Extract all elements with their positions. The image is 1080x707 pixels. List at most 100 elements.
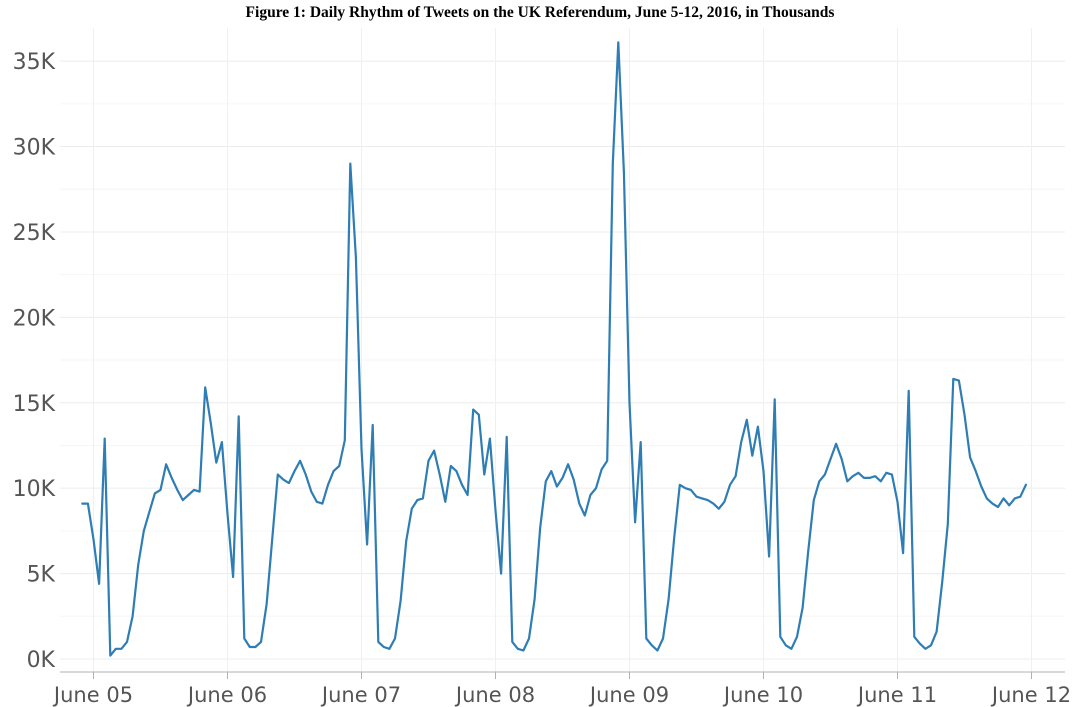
data-point <box>399 600 402 602</box>
data-point <box>249 646 251 648</box>
data-point <box>92 538 95 541</box>
data-point <box>461 484 463 486</box>
data-point <box>595 487 597 490</box>
data-point <box>344 439 346 442</box>
y-axis-tick-labels: 0K 5K 10K 15K 20K 25K 30K 35K <box>13 50 56 673</box>
data-point <box>304 473 307 476</box>
series-layer <box>81 41 1028 657</box>
x-axis-tick-labels: June 05 June 06 June 07 June 08 June 09 June … <box>52 683 1071 707</box>
data-point <box>472 408 475 411</box>
data-point <box>919 642 921 645</box>
data-point <box>997 506 999 508</box>
data-point <box>316 501 318 503</box>
x-tick-label: June 10 <box>722 683 803 707</box>
data-point <box>522 649 525 652</box>
data-point <box>891 473 893 476</box>
data-point <box>924 648 927 650</box>
data-point <box>885 472 888 474</box>
data-point <box>746 419 748 421</box>
data-point <box>505 436 508 438</box>
data-point <box>500 572 502 575</box>
data-point <box>254 646 257 648</box>
data-point <box>639 441 642 443</box>
y-tick-label: 20K <box>13 306 56 331</box>
data-point <box>182 499 184 501</box>
data-point <box>293 470 296 472</box>
data-point <box>87 502 89 505</box>
chart-title: Figure 1: Daily Rhythm of Tweets on the … <box>245 4 835 21</box>
data-point <box>349 162 352 165</box>
data-point <box>628 402 631 404</box>
data-point <box>790 648 793 650</box>
data-point <box>796 636 798 638</box>
data-point <box>785 644 787 647</box>
data-point <box>444 501 447 503</box>
x-tick-label: June 06 <box>186 683 267 707</box>
y-tick-label: 25K <box>13 221 56 246</box>
data-point <box>405 540 408 542</box>
data-point <box>371 424 374 426</box>
data-point <box>567 463 569 466</box>
data-point <box>126 641 128 643</box>
data-point <box>131 615 134 618</box>
data-point <box>740 441 742 443</box>
data-point <box>288 482 290 484</box>
data-point <box>617 41 620 44</box>
axes <box>60 671 1065 679</box>
data-point <box>986 497 988 500</box>
data-point <box>852 475 854 478</box>
data-point <box>483 473 486 476</box>
data-point <box>539 526 541 529</box>
data-point <box>81 502 84 505</box>
data-point <box>115 648 117 650</box>
data-point <box>204 386 206 389</box>
data-point <box>411 507 413 510</box>
data-point <box>260 641 262 643</box>
data-point <box>1025 484 1027 486</box>
data-point <box>835 443 837 445</box>
data-point <box>941 581 943 583</box>
data-point <box>165 463 167 466</box>
y-tick-label: 30K <box>13 136 56 161</box>
data-point <box>779 636 782 638</box>
data-point <box>729 484 731 486</box>
data-point <box>606 460 608 462</box>
data-point <box>489 437 491 440</box>
data-point <box>651 644 653 647</box>
data-point <box>863 477 865 479</box>
data-point <box>751 454 754 457</box>
data-point <box>818 480 821 483</box>
data-point <box>550 470 553 472</box>
data-point <box>695 495 698 498</box>
data-point <box>645 637 648 640</box>
data-point <box>226 513 229 515</box>
data-point <box>310 490 313 493</box>
data-point <box>366 543 368 546</box>
data-point <box>623 171 625 173</box>
data-point <box>952 378 955 380</box>
data-point <box>422 497 424 500</box>
data-point <box>662 637 664 640</box>
y-tick-label: 10K <box>13 477 56 502</box>
data-point <box>913 636 916 638</box>
data-point <box>840 458 843 460</box>
data-point <box>572 478 575 481</box>
data-point <box>1014 497 1016 500</box>
data-point <box>528 637 530 640</box>
data-point <box>120 648 123 650</box>
data-point <box>706 499 709 501</box>
data-point <box>868 477 871 479</box>
gridlines <box>60 28 1065 672</box>
data-point <box>187 494 190 496</box>
data-point <box>221 441 223 443</box>
data-point <box>176 489 179 491</box>
x-tick-label: June 08 <box>454 683 535 707</box>
data-point <box>494 509 497 512</box>
data-point <box>584 514 586 517</box>
data-point <box>237 415 240 418</box>
data-point <box>723 501 726 503</box>
data-point <box>734 475 737 478</box>
data-point <box>963 413 966 416</box>
data-point <box>846 480 849 483</box>
data-point <box>991 502 994 505</box>
